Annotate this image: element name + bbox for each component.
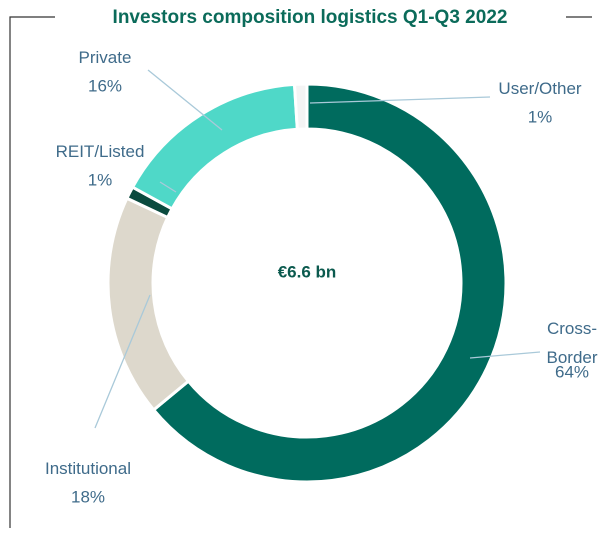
leader-line [309,96,491,104]
frame-left [9,16,55,528]
donut-segment [151,82,508,484]
category-label: Private [79,48,132,67]
frame [9,16,592,528]
donut-segment [106,196,191,412]
value-label: 16% [88,76,122,95]
donut-segment [130,82,299,211]
category-label: User/Other [498,79,581,98]
category-label: Institutional [45,459,131,478]
value-label: 18% [71,487,105,506]
value-label: 64% [555,362,589,381]
leader-line [147,69,223,131]
chart-title: Investors composition logistics Q1-Q3 20… [113,7,508,28]
center-label: €6.6 bn [278,262,337,281]
leader-line [94,294,151,429]
leader-line [469,351,541,359]
category-label: REIT/Listed [56,142,145,161]
category-label: Cross-Border [546,319,597,367]
leader-line [159,181,177,193]
donut-segment [292,82,309,131]
value-label: 1% [88,170,113,189]
value-label: 1% [528,107,553,126]
